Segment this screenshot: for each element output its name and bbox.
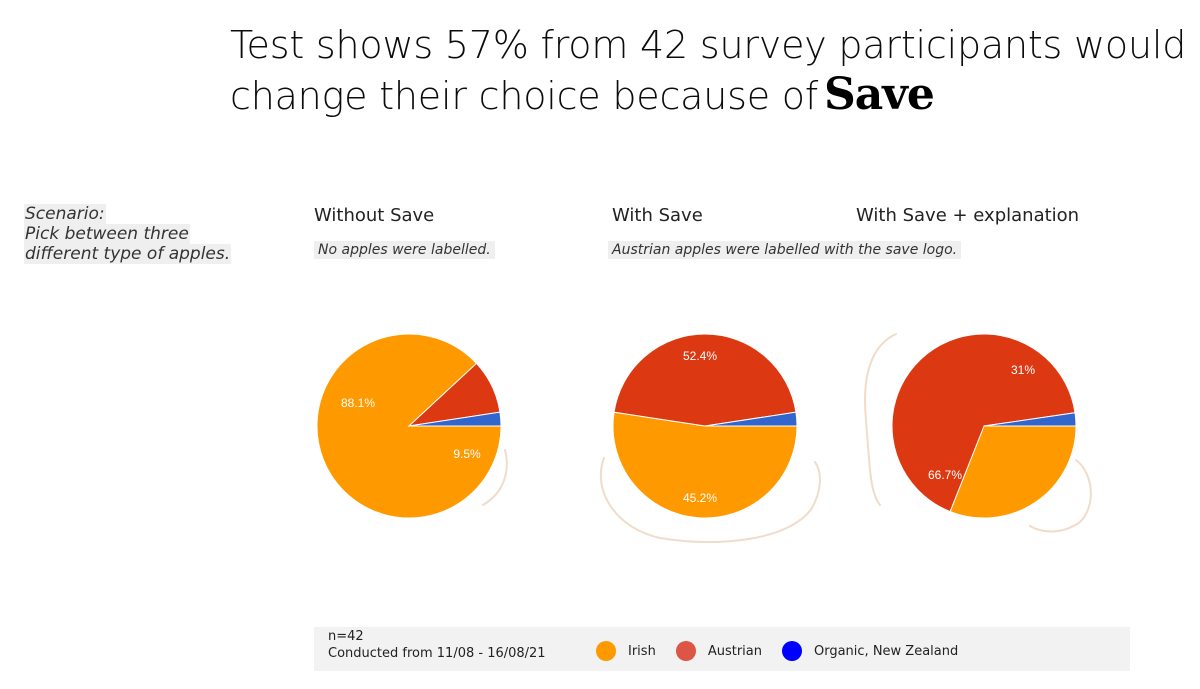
legend-dot-organic	[781, 641, 802, 661]
scribble-chart2	[599, 457, 821, 544]
pie-1-slice-organic-new-zealand	[408, 411, 502, 427]
headline-line-1: Test shows 57% from 42 survey participan…	[230, 23, 1187, 67]
legend-label-austrian: Austrian	[707, 643, 762, 659]
subtitle-without-save: No apples were labelled.	[314, 241, 495, 259]
headline-line-2-text: change their choice because of	[230, 74, 819, 118]
pie-3-slice-austrian	[891, 333, 1076, 513]
pie-2-label-2: 45.2%	[683, 491, 717, 505]
pie-chart-2: 52.4% 45.2%	[612, 333, 798, 519]
pie-2-slice-organic-new-zealand	[704, 411, 798, 427]
pie-2-slice-irish	[612, 411, 798, 519]
save-brand-logo: Save	[824, 69, 935, 120]
legend-item-organic: Organic, New Zealand	[781, 641, 959, 661]
pie-3-slice-irish	[949, 425, 1077, 519]
headline: Test shows 57% from 42 survey participan…	[230, 20, 1190, 121]
scenario-line-2: Pick between three	[24, 224, 190, 244]
scenario-line-3: different type of apples.	[24, 244, 232, 264]
pie-chart-3: 31% 66.7%	[891, 333, 1077, 519]
subtitle-with-save: Austrian apples were labelled with the s…	[608, 241, 962, 259]
legend: Irish Austrian Organic, New Zealand	[596, 641, 978, 661]
footer: n=42 Conducted from 11/08 - 16/08/21 Iri…	[314, 627, 1130, 671]
pie-1-label-1: 88.1%	[341, 396, 375, 410]
scenario-note: Scenario: Pick between three different t…	[24, 204, 232, 264]
legend-item-austrian: Austrian	[675, 641, 762, 661]
scribble-chart1	[482, 449, 508, 506]
title-with-save-explanation: With Save + explanation	[856, 205, 1080, 226]
footer-notes: n=42 Conducted from 11/08 - 16/08/21	[328, 628, 546, 662]
scribble-chart3	[864, 333, 1092, 533]
legend-label-organic: Organic, New Zealand	[813, 643, 959, 659]
pie-1-label-2: 9.5%	[453, 447, 481, 461]
headline-line-2: change their choice because of Save	[230, 70, 1190, 121]
pie-chart-1: 88.1% 9.5%	[316, 333, 502, 519]
title-with-save: With Save	[612, 205, 703, 226]
legend-item-irish: Irish	[596, 641, 656, 661]
pie-3-slice-organic-new-zealand	[983, 412, 1077, 427]
scenario-label: Scenario:	[24, 204, 106, 224]
legend-dot-irish	[596, 641, 616, 661]
pie-2-slice-austrian	[613, 333, 797, 427]
sample-size: n=42	[328, 629, 364, 644]
pie-2-label-1: 52.4%	[683, 349, 717, 363]
pie-3-label-2: 66.7%	[928, 468, 962, 482]
legend-dot-austrian	[675, 641, 696, 661]
legend-label-irish: Irish	[628, 643, 656, 659]
pie-3-label-1: 31%	[1011, 363, 1035, 377]
date-range: Conducted from 11/08 - 16/08/21	[328, 646, 546, 661]
scribbles	[482, 333, 1092, 544]
title-without-save: Without Save	[314, 205, 435, 226]
